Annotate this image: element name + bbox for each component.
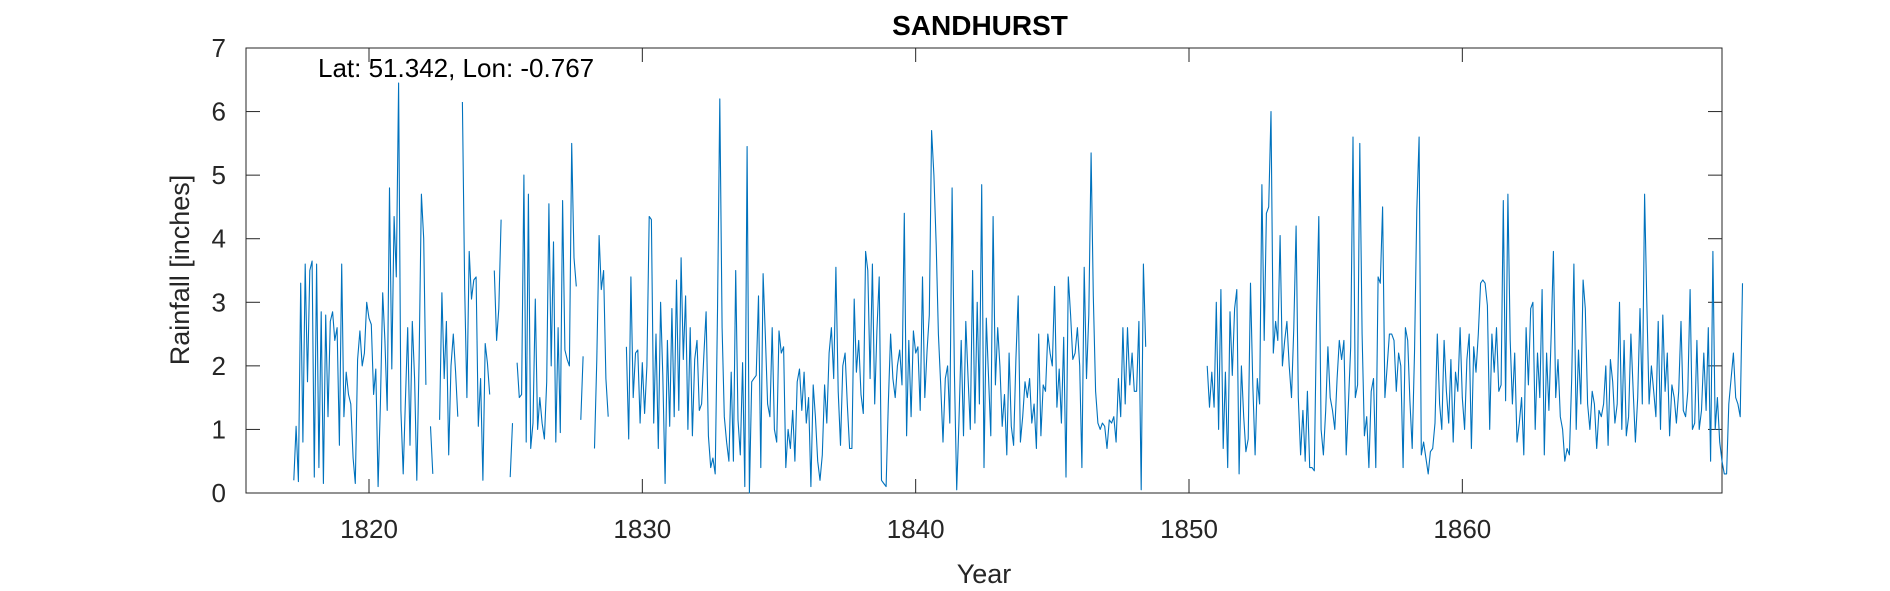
plot-frame [245, 47, 1723, 494]
x-tick-label: 1820 [340, 514, 398, 544]
y-axis-label: Rainfall [inches] [165, 175, 195, 366]
y-tick-label: 2 [212, 351, 226, 381]
series-group [293, 82, 1744, 494]
x-tick-label: 1830 [613, 514, 671, 544]
x-axis: 1820 1830 1840 1850 1860 [340, 48, 1491, 544]
x-tick-label: 1850 [1160, 514, 1218, 544]
chart-title: SANDHURST [892, 10, 1068, 41]
x-tick-label: 1860 [1433, 514, 1491, 544]
y-tick-label: 1 [212, 414, 226, 444]
x-tick-label: 1840 [887, 514, 945, 544]
x-axis-label: Year [957, 559, 1012, 589]
annotation-lat-lon: Lat: 51.342, Lon: -0.767 [318, 53, 594, 83]
y-tick-label: 7 [212, 33, 226, 63]
y-axis: 0 1 2 3 4 5 6 7 [212, 33, 1722, 508]
series-line-rainfall [293, 82, 1744, 494]
y-tick-label: 4 [212, 224, 226, 254]
y-tick-label: 0 [212, 478, 226, 508]
y-tick-label: 5 [212, 160, 226, 190]
y-tick-label: 3 [212, 287, 226, 317]
y-tick-label: 6 [212, 97, 226, 127]
